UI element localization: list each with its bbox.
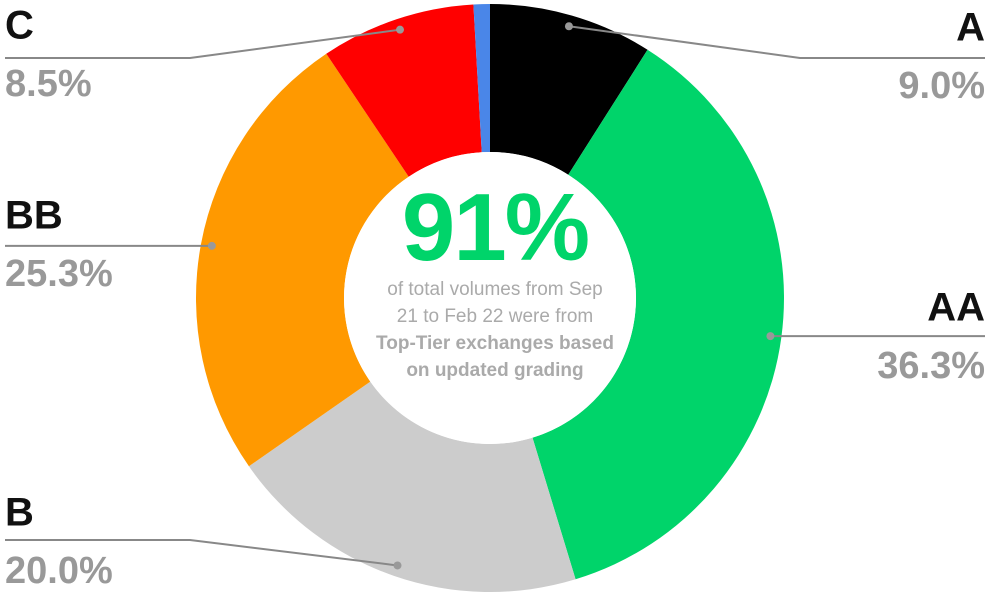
center-note: of total volumes from Sep 21 to Feb 22 w…: [387, 279, 603, 327]
category-label: B: [5, 491, 34, 535]
value-label: 25.3%: [5, 253, 113, 295]
category-label: C: [5, 4, 34, 48]
leader-dot: [564, 22, 573, 31]
value-label: 8.5%: [5, 63, 92, 105]
leader-line: [568, 25, 985, 59]
value-label: 20.0%: [5, 550, 113, 592]
hole: [344, 152, 636, 444]
leader-dot: [393, 561, 402, 570]
leader-line: [5, 28, 401, 59]
center-note-bold: Top-Tier exchanges based on updated grad…: [376, 333, 614, 381]
category-label: AA: [927, 286, 985, 330]
slice: [473, 4, 490, 153]
category-label: BB: [5, 194, 63, 238]
slice: [248, 381, 576, 592]
slice: [326, 4, 482, 177]
slice: [195, 53, 409, 467]
center-headline: 91%: [401, 174, 590, 281]
value-label: 36.3%: [877, 345, 985, 387]
category-label: A: [956, 6, 985, 50]
leader-dot: [766, 332, 775, 341]
leader-dot: [396, 25, 405, 34]
leader-dot: [207, 241, 216, 250]
leader-line: [5, 539, 398, 567]
slice: [532, 49, 784, 580]
center-text: 91% of total volumes from Sep 21 to Feb …: [375, 180, 615, 384]
slice: [490, 4, 648, 175]
value-label: 9.0%: [898, 65, 985, 107]
